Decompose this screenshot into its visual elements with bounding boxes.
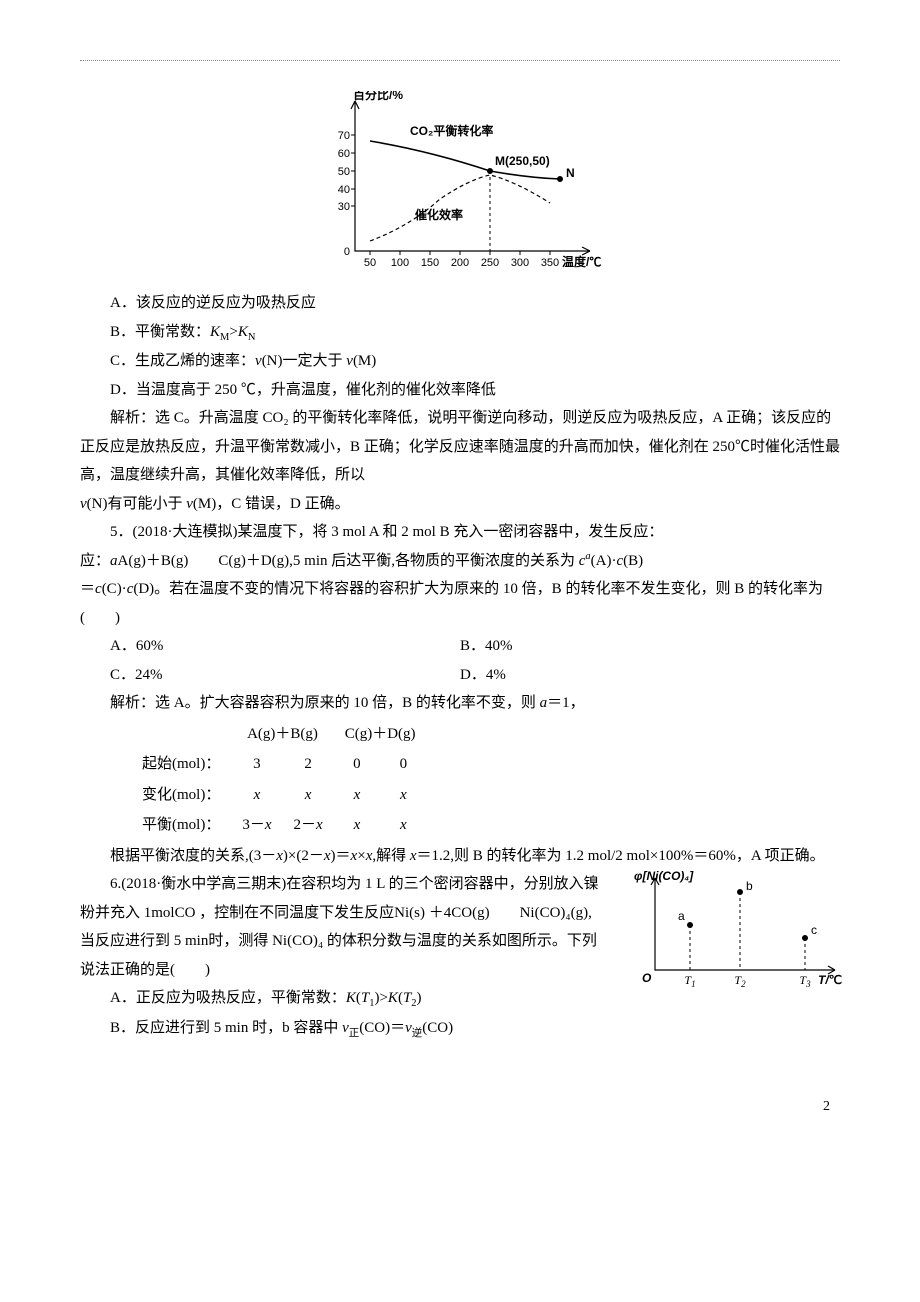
q5-option-c: C．24% — [80, 661, 460, 690]
svg-text:CO₂平衡转化率: CO₂平衡转化率 — [410, 123, 493, 138]
svg-text:200: 200 — [451, 257, 469, 269]
q6-stem: 6.(2018·衡水中学高三期末)在容积均为 1 L 的三个密闭容器中，分别放入… — [80, 870, 600, 984]
q5-explanation-tail: 根据平衡浓度的关系,(3－x)×(2－x)＝x×x,解得 x＝1.2,则 B 的… — [80, 842, 840, 871]
q4-explanation-1: 解析：选 C。升高温度 CO₂ 的平衡转化率降低，说明平衡逆向移动，则逆反应为吸… — [80, 404, 840, 490]
chart2-svg: a b c T1 T2 T3 φ[Ni(CO)₄] T/℃ O — [630, 870, 850, 990]
table-row: 起始(mol)： 3 2 0 0 — [142, 750, 426, 779]
q4-option-a: A．该反应的逆反应为吸热反应 — [80, 289, 840, 318]
svg-text:40: 40 — [338, 184, 350, 196]
svg-text:φ[Ni(CO)₄]: φ[Ni(CO)₄] — [634, 870, 694, 883]
q5-options-row1: A．60% B．40% — [80, 632, 840, 661]
q5-options-row2: C．24% D．4% — [80, 661, 840, 690]
svg-text:70: 70 — [338, 130, 350, 142]
svg-text:30: 30 — [338, 201, 350, 213]
q4-explanation-2: v(N)有可能小于 v(M)，C 错误，D 正确。 — [80, 490, 840, 519]
q5-option-b: B．40% — [460, 632, 840, 661]
svg-text:150: 150 — [421, 257, 439, 269]
svg-text:250: 250 — [481, 257, 499, 269]
q4-option-b: B．平衡常数：KM>KN — [80, 318, 840, 348]
svg-text:百分比/%: 百分比/% — [353, 91, 403, 102]
page-number: 2 — [80, 1094, 840, 1121]
q5-ice-table: A(g)＋B(g) C(g)＋D(g) 起始(mol)： 3 2 0 0 变化(… — [140, 718, 428, 842]
q5-stem-1: 5．(2018·大连模拟)某温度下，将 3 mol A 和 2 mol B 充入… — [80, 518, 840, 547]
svg-text:100: 100 — [391, 257, 409, 269]
svg-text:T3: T3 — [799, 973, 811, 989]
q5-explanation-head: 解析：选 A。扩大容器容积为原来的 10 倍，B 的转化率不变，则 a＝1， — [80, 689, 840, 718]
svg-text:300: 300 — [511, 257, 529, 269]
svg-text:60: 60 — [338, 148, 350, 160]
svg-text:0: 0 — [344, 246, 350, 258]
svg-text:O: O — [642, 971, 652, 985]
q4b-prefix: B．平衡常数： — [110, 324, 210, 340]
svg-text:b: b — [746, 879, 753, 893]
page-header-rule — [80, 60, 840, 61]
q4-option-d: D．当温度高于 250 ℃，升高温度，催化剂的催化效率降低 — [80, 376, 840, 405]
table-row: 变化(mol)： x x x x — [142, 781, 426, 810]
table-row: A(g)＋B(g) C(g)＋D(g) — [142, 720, 426, 749]
svg-text:c: c — [811, 923, 817, 937]
table-row: 平衡(mol)： 3－x 2－x x x — [142, 811, 426, 840]
svg-text:50: 50 — [338, 166, 350, 178]
chart-nico4-phi: a b c T1 T2 T3 φ[Ni(CO)₄] T/℃ O — [630, 870, 850, 1001]
q5-option-d: D．4% — [460, 661, 840, 690]
svg-text:M(250,50): M(250,50) — [495, 154, 550, 168]
svg-text:N: N — [566, 166, 575, 180]
svg-text:a: a — [678, 909, 685, 923]
chart-co2-conversion: 0 30 40 50 60 70 50 100 150 200 250 300 … — [80, 91, 840, 281]
svg-text:催化效率: 催化效率 — [415, 207, 463, 222]
q5-stem-2: 应：aA(g)＋B(g) C(g)＋D(g),5 min 后达平衡,各物质的平衡… — [80, 547, 840, 576]
svg-text:温度/℃: 温度/℃ — [562, 254, 601, 269]
q6-option-b: B．反应进行到 5 min 时，b 容器中 v正(CO)＝v逆(CO) — [80, 1014, 840, 1044]
svg-text:T/℃: T/℃ — [818, 973, 842, 987]
svg-text:350: 350 — [541, 257, 559, 269]
q4-option-c: C．生成乙烯的速率：v(N)一定大于 v(M) — [80, 347, 840, 376]
chart1-svg: 0 30 40 50 60 70 50 100 150 200 250 300 … — [310, 91, 610, 281]
svg-text:50: 50 — [364, 257, 376, 269]
q6-block: 6.(2018·衡水中学高三期末)在容积均为 1 L 的三个密闭容器中，分别放入… — [80, 870, 840, 984]
q5-stem-3: ＝c(C)·c(D)。若在温度不变的情况下将容器的容积扩大为原来的 10 倍，B… — [80, 575, 840, 632]
svg-text:T2: T2 — [734, 973, 746, 989]
svg-text:T1: T1 — [684, 973, 695, 989]
q5-option-a: A．60% — [80, 632, 460, 661]
